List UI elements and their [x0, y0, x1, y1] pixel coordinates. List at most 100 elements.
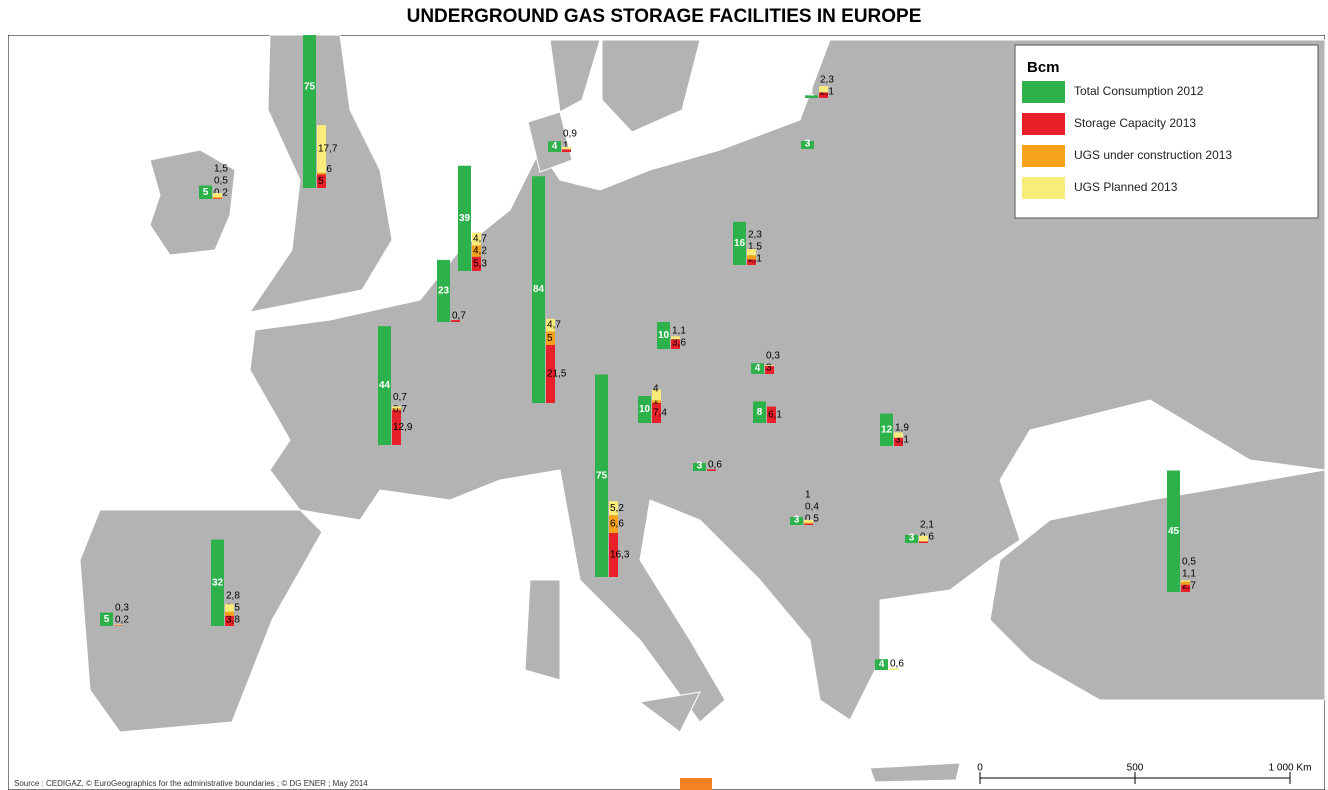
scale-bar: 0 500 1 000 Km	[977, 763, 1311, 784]
consumption-bar	[548, 141, 561, 152]
stack-label: 5	[318, 176, 324, 187]
consumption-bar	[303, 35, 316, 188]
consumption-label: 45	[1168, 526, 1180, 537]
stack-segment	[213, 197, 222, 199]
title: UNDERGROUND GAS STORAGE FACILITIES IN EU…	[407, 6, 922, 27]
consumption-bar	[875, 659, 888, 670]
stack-segment	[919, 535, 928, 542]
stack-label: 12,9	[393, 422, 413, 433]
stack-label: 2,3	[748, 230, 762, 241]
stack-segment	[562, 146, 571, 150]
stack-label: 3,6	[672, 338, 686, 349]
legend-swatch	[1022, 81, 1065, 103]
stack-segment	[392, 410, 401, 445]
stack-label: 0,7	[393, 404, 407, 415]
stack-label: 3	[766, 363, 772, 374]
consumption-bar	[638, 396, 651, 423]
stack-segment	[889, 668, 898, 670]
consumption-label: 39	[459, 213, 471, 224]
legend-swatch	[1022, 145, 1065, 167]
stack-segment	[819, 92, 828, 98]
stack-segment	[609, 532, 618, 577]
consumption-bar	[693, 462, 706, 471]
consumption-bar	[378, 326, 391, 445]
stack-segment	[765, 365, 774, 374]
legend-label: Storage Capacity 2013	[1074, 116, 1196, 130]
stack-segment	[747, 259, 756, 265]
consumption-bar	[753, 401, 766, 423]
consumption-bar	[211, 539, 224, 626]
stack-segment	[1181, 580, 1190, 582]
consumption-label: 3	[697, 461, 703, 472]
stack-segment	[546, 331, 555, 345]
stack-segment	[392, 406, 401, 409]
consumption-label: 12	[881, 424, 893, 435]
consumption-label: 84	[533, 284, 545, 295]
logo	[680, 778, 712, 790]
stack-segment	[609, 515, 618, 533]
stack-label: 1,1	[1182, 569, 1196, 580]
stack-label: 3,8	[226, 615, 240, 626]
consumption-bar	[805, 95, 818, 98]
consumption-label: 44	[379, 380, 391, 391]
stack-label: 4,7	[473, 234, 487, 245]
consumption-bar	[199, 185, 212, 199]
consumption-label: 4	[879, 659, 885, 670]
consumption-label: 10	[658, 330, 670, 341]
stack-label: 4,7	[547, 320, 561, 331]
consumption-label: 23	[438, 286, 450, 297]
stack-segment	[747, 249, 756, 256]
consumption-label: 75	[596, 470, 608, 481]
source: Source : CEDIGAZ, © EuroGeographics for …	[14, 779, 368, 788]
consumption-label: 4	[552, 141, 558, 152]
stack-label: 2,7	[1182, 581, 1196, 592]
stack-label: 7,4	[653, 408, 667, 419]
stack-label: 17,7	[318, 144, 338, 155]
stack-label: 3,1	[895, 435, 909, 446]
stack-segment	[392, 408, 401, 411]
scale-label: 0	[977, 763, 983, 774]
stack-segment	[317, 172, 326, 175]
stack-label: 0,4	[805, 502, 819, 513]
stack-segment	[804, 519, 813, 523]
stack-segment	[671, 336, 680, 340]
consumption-label: 3	[909, 533, 915, 544]
stack-segment	[317, 174, 326, 188]
stack-label: 0,3	[115, 603, 129, 614]
stack-segment	[213, 198, 222, 199]
stack-segment	[747, 255, 756, 260]
stack-label: 5,3	[473, 258, 487, 269]
stack-segment	[894, 437, 903, 446]
stack-label: 1	[653, 396, 659, 407]
stack-label: 5	[547, 333, 553, 344]
stack-segment	[671, 339, 680, 349]
legend-label: UGS Planned 2013	[1074, 180, 1178, 194]
consumption-label: 5	[203, 187, 209, 198]
stack-label: 1,1	[672, 326, 686, 337]
stack-segment	[317, 125, 326, 173]
consumption-bar	[733, 221, 746, 265]
consumption-label: 3	[805, 139, 811, 150]
stack-segment	[114, 624, 123, 626]
stack-segment	[765, 365, 774, 366]
stack-segment	[767, 406, 776, 423]
stack-segment	[546, 344, 555, 403]
consumption-bar	[458, 165, 471, 271]
stack-label: 0,9	[563, 129, 577, 140]
legend: Bcm Total Consumption 2012 Storage Capaci…	[1014, 44, 1319, 219]
consumption-bar	[532, 176, 545, 403]
stack-label: 0,5	[214, 176, 228, 187]
scale-label: 500	[1127, 763, 1144, 774]
consumption-label: 75	[304, 81, 316, 92]
stack-segment	[919, 541, 928, 543]
stack-segment	[472, 232, 481, 246]
stack-segment	[562, 149, 571, 152]
stack-label: 0,2	[115, 615, 129, 626]
legend-items: Total Consumption 2012 Storage Capacity 2…	[1022, 81, 1232, 199]
legend-label: UGS under construction 2013	[1074, 148, 1232, 162]
stack-label: 4,2	[473, 246, 487, 257]
stack-segment	[114, 625, 123, 626]
stack-segment	[225, 604, 234, 612]
stack-segment	[609, 501, 618, 516]
stack-label: 1,9	[895, 423, 909, 434]
